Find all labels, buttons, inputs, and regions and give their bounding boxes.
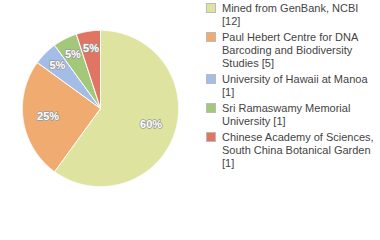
html-text:University of Hawaii at Manoa: University of Hawaii at Manoa [1] [222,73,368,98]
svg-text:5%: 5% [49,59,65,71]
html-text:Chinese Academy of Sciences, S: Chinese Academy of Sciences, South China… [222,131,374,169]
html-text:Mined from GenBank, NCBI [12]: Mined from GenBank, NCBI [12] [222,2,359,27]
svg-text:60%: 60% [140,118,162,130]
svg-text:5%: 5% [83,42,99,54]
svg-text:25%: 25% [37,110,59,122]
html-text:Paul Hebert Centre for DNA Bar: Paul Hebert Centre for DNA Barcoding and… [222,31,358,69]
svg-text:5%: 5% [65,48,81,60]
html-text:Sri Ramaswamy Memorial Univers: Sri Ramaswamy Memorial University [1] [222,102,351,127]
